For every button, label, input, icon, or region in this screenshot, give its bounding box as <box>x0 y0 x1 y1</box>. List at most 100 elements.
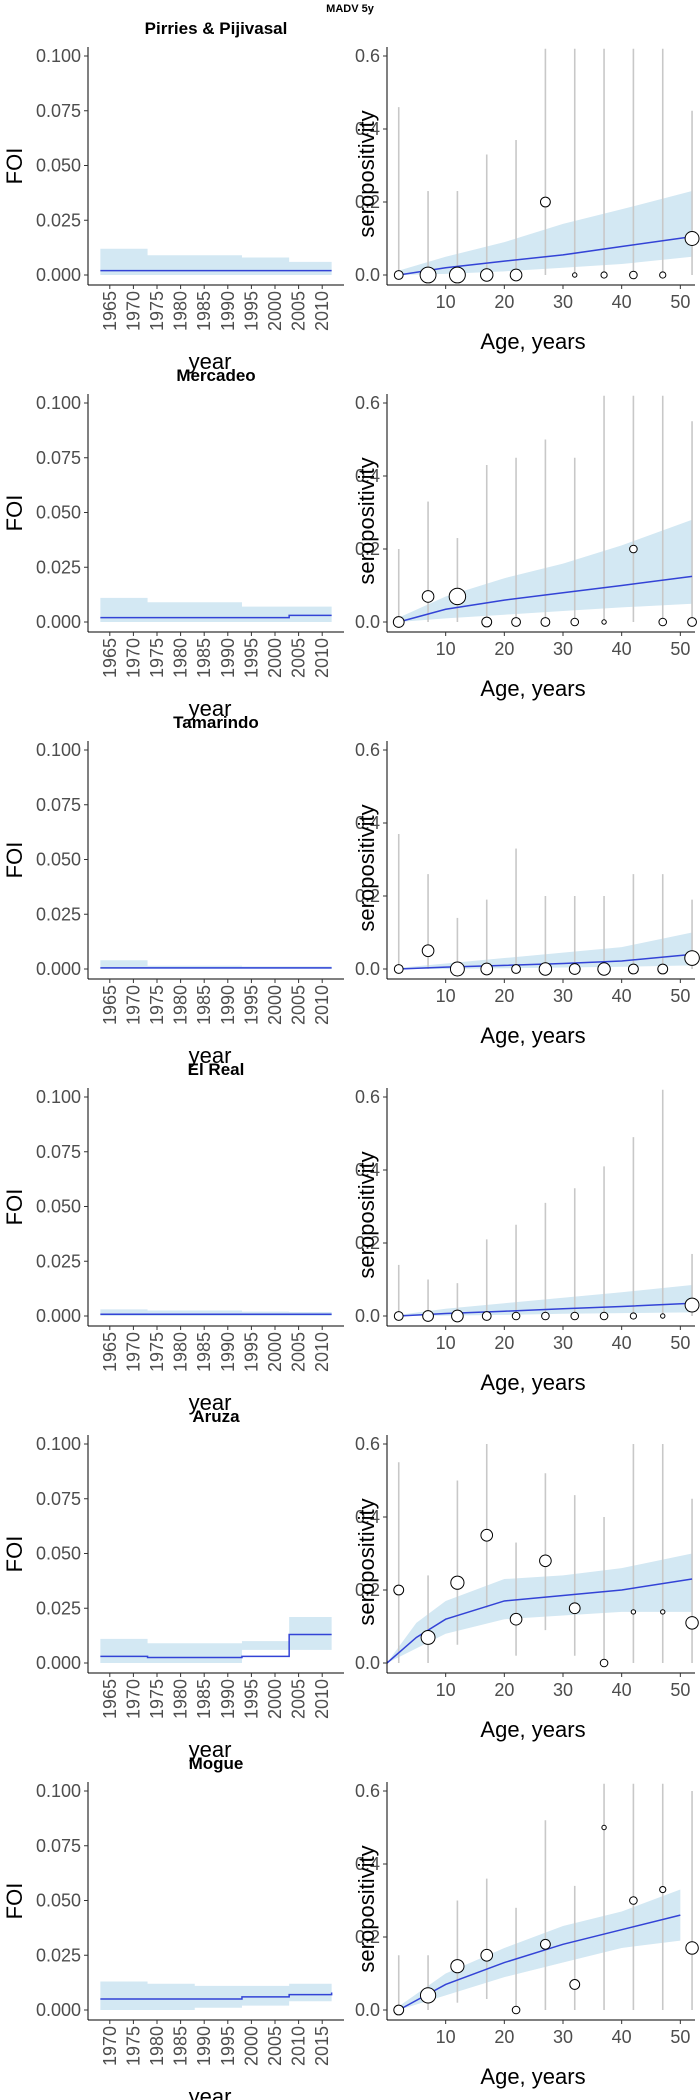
sero-point <box>684 950 700 966</box>
sero-point <box>687 617 697 627</box>
foi-y-tick-label: 0.075 <box>36 795 81 815</box>
foi-x-tick-label: 1965 <box>100 291 120 331</box>
sero-x-label: Age, years <box>480 1370 585 1395</box>
foi-x-tick-label: 1965 <box>100 1332 120 1372</box>
foi-x-tick-label: 2000 <box>265 1679 285 1719</box>
sero-point <box>480 268 494 282</box>
foi-line <box>100 1992 333 2000</box>
sero-x-label: Age, years <box>480 2064 585 2089</box>
foi-x-tick-label: 1995 <box>241 638 261 678</box>
foi-y-tick-label: 0.100 <box>36 740 81 760</box>
foi-ribbon <box>100 248 332 275</box>
foi-x-tick-label: 2005 <box>289 1332 309 1372</box>
foi-x-tick-label: 2010 <box>312 638 332 678</box>
sero-x-tick-label: 20 <box>494 986 514 1006</box>
sero-x-tick-label: 40 <box>612 1333 632 1353</box>
foi-x-tick-label: 2005 <box>289 1679 309 1719</box>
sero-x-tick-label: 30 <box>553 1333 573 1353</box>
foi-x-tick-label: 1970 <box>123 985 143 1025</box>
sero-x-label: Age, years <box>480 1023 585 1048</box>
sero-y-tick-label: 0.6 <box>355 46 380 66</box>
sero-x-tick-label: 40 <box>612 1680 632 1700</box>
sero-point <box>568 1602 581 1615</box>
sero-x-tick-label: 20 <box>494 292 514 312</box>
sero-point <box>481 616 493 628</box>
sero-point <box>569 1979 581 1990</box>
sero-point <box>511 1311 521 1321</box>
foi-x-tick-label: 2010 <box>312 985 332 1025</box>
sero-x-tick-label: 20 <box>494 639 514 659</box>
sero-y-label: seropositivity <box>354 1498 379 1625</box>
sero-y-tick-label: 0.2 <box>355 539 380 559</box>
sero-y-tick-label: 0.6 <box>355 1087 380 1107</box>
sero-x-tick-label: 40 <box>612 986 632 1006</box>
foi-x-label: year <box>189 1043 232 1068</box>
sero-point <box>685 1616 699 1630</box>
sero-y-tick-label: 0.0 <box>355 265 380 285</box>
foi-y-label: FOI <box>2 1883 27 1920</box>
foi-y-tick-label: 0.050 <box>36 503 81 523</box>
sero-fit-line <box>398 1302 693 1317</box>
sero-point <box>539 1554 552 1568</box>
sero-x-tick-label: 10 <box>436 292 456 312</box>
foi-y-tick-label: 0.000 <box>36 612 81 632</box>
sero-y-label: seropositivity <box>354 1845 379 1972</box>
foi-y-tick-label: 0.075 <box>36 448 81 468</box>
foi-x-tick-label: 1975 <box>147 638 167 678</box>
foi-line <box>100 1633 332 1659</box>
sero-point <box>685 1941 699 1955</box>
sero-fit-line <box>398 575 693 623</box>
sero-x-tick-label: 20 <box>494 2027 514 2047</box>
sero-y-label: seropositivity <box>354 110 379 237</box>
foi-y-tick-label: 0.025 <box>36 1251 81 1271</box>
figure-title: MADV 5y <box>326 3 375 15</box>
foi-y-tick-label: 0.050 <box>36 1544 81 1564</box>
sero-point <box>684 1297 700 1313</box>
foi-x-tick-label: 1990 <box>218 1679 238 1719</box>
sero-x-tick-label: 50 <box>670 986 690 1006</box>
foi-y-tick-label: 0.075 <box>36 1836 81 1856</box>
sero-point <box>448 266 466 284</box>
sero-point <box>422 1310 434 1322</box>
sero-point <box>570 1311 580 1321</box>
sero-point <box>599 1311 609 1321</box>
sero-point <box>448 587 467 606</box>
sero-point <box>449 961 465 977</box>
foi-y-tick-label: 0.000 <box>36 1653 81 1673</box>
foi-y-tick-label: 0.025 <box>36 557 81 577</box>
sero-point <box>393 1311 404 1321</box>
foi-x-tick-label: 1980 <box>147 2026 167 2066</box>
foi-y-tick-label: 0.050 <box>36 850 81 870</box>
sero-point <box>480 1528 494 1542</box>
panel-title: Pirries & Pijivasal <box>145 19 288 38</box>
sero-point <box>393 2004 405 2016</box>
sero-point <box>627 963 639 975</box>
sero-y-label: seropositivity <box>354 1151 379 1278</box>
sero-point <box>451 1309 464 1323</box>
foi-x-label: year <box>189 1390 232 1415</box>
sero-point <box>540 617 551 627</box>
foi-x-tick-label: 1985 <box>171 2026 191 2066</box>
sero-x-tick-label: 50 <box>670 1680 690 1700</box>
foi-ribbon <box>100 1981 332 2010</box>
foi-x-tick-label: 1990 <box>218 1332 238 1372</box>
sero-x-tick-label: 10 <box>436 1680 456 1700</box>
foi-y-tick-label: 0.100 <box>36 1087 81 1107</box>
sero-point <box>393 964 404 974</box>
sero-x-tick-label: 50 <box>670 292 690 312</box>
sero-point <box>421 590 435 603</box>
sero-point <box>481 1311 492 1321</box>
sero-point <box>393 270 404 280</box>
foi-x-tick-label: 1975 <box>123 2026 143 2066</box>
foi-x-tick-label: 1965 <box>100 1679 120 1719</box>
foi-x-tick-label: 1990 <box>194 2026 214 2066</box>
foi-y-tick-label: 0.000 <box>36 959 81 979</box>
sero-point <box>629 544 638 554</box>
foi-x-tick-label: 1990 <box>218 985 238 1025</box>
sero-x-tick-label: 10 <box>436 986 456 1006</box>
sero-ribbon <box>398 1889 681 2010</box>
sero-y-tick-label: 0.0 <box>355 612 380 632</box>
sero-x-label: Age, years <box>480 1717 585 1742</box>
sero-x-tick-label: 50 <box>670 639 690 659</box>
